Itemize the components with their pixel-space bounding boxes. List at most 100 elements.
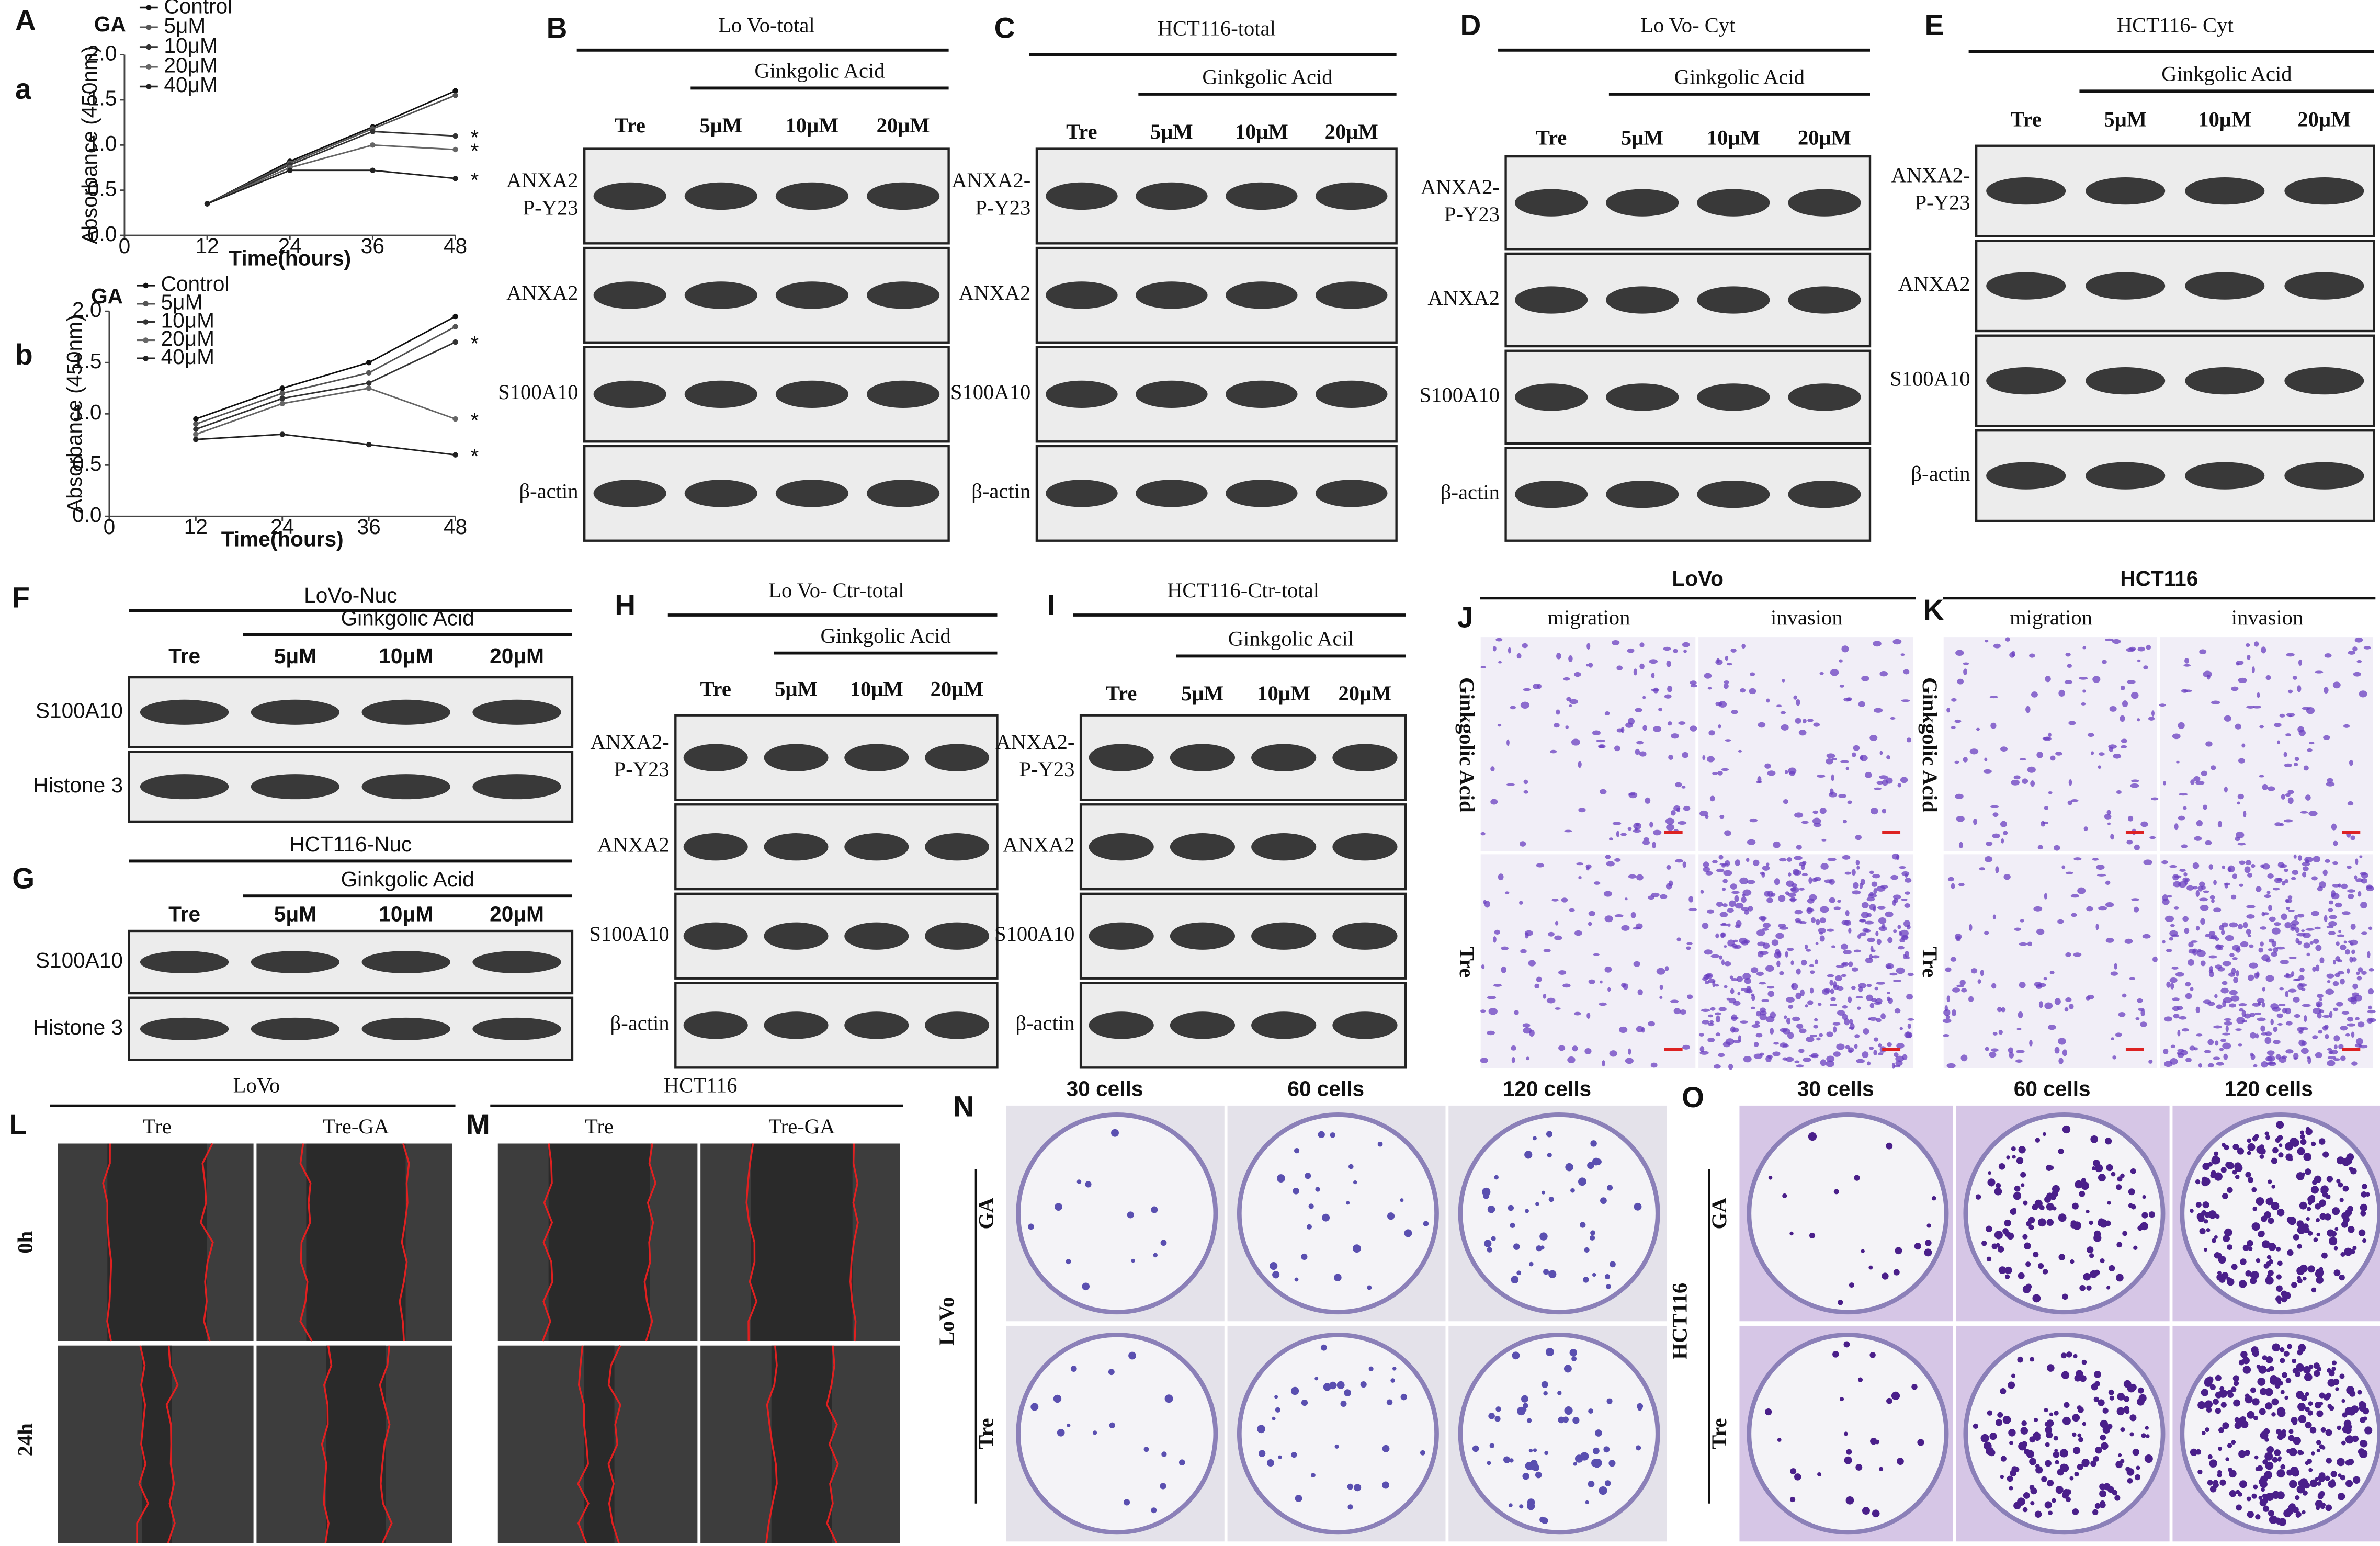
colony — [1578, 1177, 1586, 1186]
colony — [2133, 1245, 2138, 1251]
cell — [1992, 914, 1996, 919]
colony — [2190, 1448, 2198, 1456]
colony — [2030, 1501, 2035, 1506]
gap — [107, 1143, 207, 1341]
colony — [1347, 1504, 1353, 1510]
colony — [2226, 1277, 2231, 1282]
colony — [2210, 1173, 2215, 1178]
cell — [2120, 685, 2125, 691]
cell — [1686, 942, 1693, 945]
colony — [1854, 1175, 1860, 1181]
cell — [1878, 1052, 1884, 1055]
colony — [1472, 1445, 1479, 1452]
colony — [2238, 1359, 2245, 1366]
colony — [2276, 1285, 2283, 1292]
data-point — [370, 167, 376, 173]
cell — [2337, 959, 2343, 963]
colony — [2138, 1394, 2147, 1402]
colony — [2013, 1191, 2022, 1200]
cell — [2058, 1038, 2066, 1045]
colony — [2308, 1468, 2313, 1472]
cell — [1989, 696, 1998, 699]
cell — [2258, 947, 2263, 953]
cell — [2272, 887, 2280, 891]
colony — [2148, 1211, 2155, 1218]
cell — [1744, 910, 1749, 915]
annotation: * — [471, 126, 479, 150]
cell — [1785, 1056, 1794, 1062]
cell — [2325, 988, 2334, 995]
colony — [2117, 1392, 2125, 1401]
cell — [1952, 1009, 1956, 1017]
cell — [2068, 721, 2076, 725]
cell — [2322, 1025, 2328, 1031]
cell — [2217, 821, 2223, 828]
cell — [2287, 689, 2293, 694]
data-point — [452, 452, 458, 458]
cell — [2311, 911, 2320, 916]
cell — [2247, 934, 2252, 937]
colony — [1528, 1261, 1534, 1267]
colony — [2004, 1219, 2011, 1227]
cell — [2358, 891, 2362, 897]
cell — [2200, 960, 2206, 967]
wound-edge — [299, 1143, 313, 1342]
cell — [2008, 1047, 2013, 1053]
y-tick-label: 0.0 — [72, 503, 101, 527]
colony — [2190, 1209, 2194, 1213]
colony — [2026, 1450, 2034, 1458]
cell — [1520, 949, 1527, 953]
colony — [2062, 1416, 2071, 1425]
cell — [2195, 780, 2205, 785]
colony — [2111, 1172, 2116, 1177]
cell — [1588, 662, 1593, 668]
colony — [2222, 1193, 2228, 1199]
cell — [2176, 760, 2180, 764]
colony — [1911, 1384, 1918, 1390]
cell — [1892, 639, 1902, 645]
legend-marker — [146, 84, 152, 89]
cell — [2356, 975, 2362, 981]
colony — [2137, 1225, 2143, 1231]
colony — [2230, 1386, 2237, 1393]
cell — [2355, 971, 2360, 975]
cell — [2340, 1055, 2346, 1061]
cell — [1556, 653, 1561, 660]
legend-label: 20μM — [161, 326, 214, 350]
cell — [1765, 1016, 1775, 1022]
colony — [2303, 1366, 2311, 1374]
cell — [2279, 713, 2285, 718]
band — [925, 833, 990, 861]
y-axis-label: Absorbance (450nm) — [77, 46, 101, 245]
cell — [2208, 936, 2217, 939]
cell — [1744, 990, 1751, 993]
cell — [1826, 758, 1833, 765]
colony — [2046, 1164, 2053, 1171]
row-label: ANXA2- — [951, 168, 1030, 192]
colony — [2291, 1282, 2297, 1288]
cell — [1739, 877, 1749, 884]
cell — [2318, 1009, 2325, 1013]
cell — [1826, 1031, 1833, 1037]
band — [1514, 383, 1588, 411]
colony — [1564, 1406, 1573, 1415]
series-line — [207, 130, 456, 204]
colony — [2053, 1436, 2058, 1441]
colony — [2296, 1485, 2305, 1494]
data-point — [370, 129, 376, 134]
colony — [2007, 1475, 2013, 1482]
colony — [2060, 1352, 2067, 1359]
cell — [2347, 1023, 2355, 1027]
cell — [1666, 660, 1671, 667]
cell — [2238, 1043, 2242, 1047]
cell — [2307, 1056, 2311, 1064]
colony — [2044, 1422, 2050, 1427]
legend-label: 10μM — [161, 308, 214, 332]
cell — [1718, 1053, 1725, 1058]
colony — [1543, 1269, 1549, 1275]
cell — [2358, 967, 2363, 973]
blot-title: HCT116-total — [1158, 16, 1276, 40]
colony — [2058, 1148, 2064, 1154]
colony — [1057, 1428, 1065, 1437]
colony — [2337, 1493, 2345, 1500]
